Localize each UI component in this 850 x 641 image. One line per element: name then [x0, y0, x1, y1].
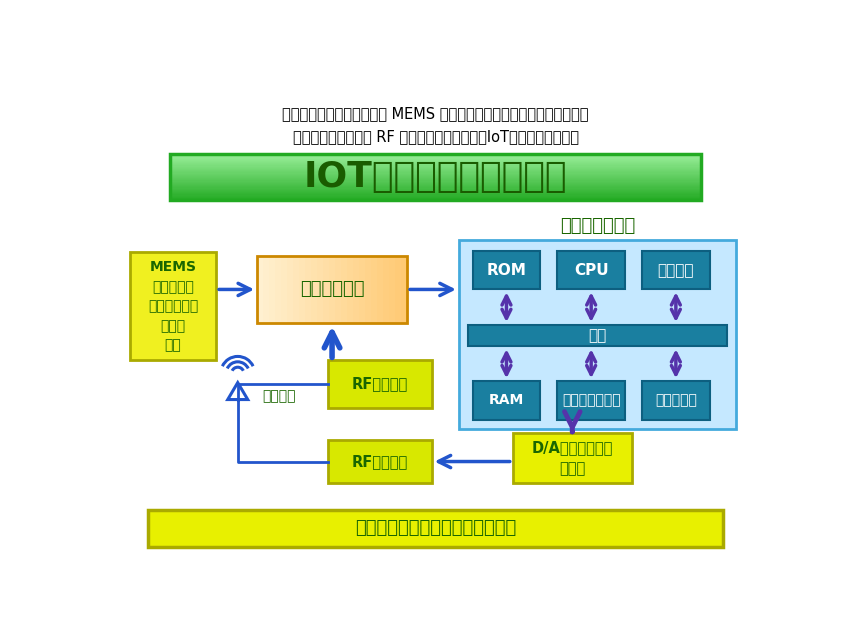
FancyBboxPatch shape [170, 162, 701, 164]
FancyBboxPatch shape [275, 256, 281, 323]
FancyBboxPatch shape [473, 251, 541, 290]
FancyBboxPatch shape [170, 187, 701, 188]
FancyBboxPatch shape [269, 256, 275, 323]
FancyBboxPatch shape [170, 181, 701, 183]
FancyBboxPatch shape [170, 175, 701, 176]
FancyBboxPatch shape [170, 165, 701, 167]
FancyBboxPatch shape [170, 168, 701, 170]
FancyBboxPatch shape [377, 256, 383, 323]
FancyBboxPatch shape [401, 256, 408, 323]
Text: 組込みシステム: 組込みシステム [559, 217, 635, 235]
FancyBboxPatch shape [170, 177, 701, 179]
FancyBboxPatch shape [513, 433, 632, 483]
FancyBboxPatch shape [170, 185, 701, 187]
FancyBboxPatch shape [170, 192, 701, 194]
FancyBboxPatch shape [170, 172, 701, 174]
FancyBboxPatch shape [170, 156, 701, 158]
FancyBboxPatch shape [170, 181, 701, 182]
FancyBboxPatch shape [170, 155, 701, 157]
Text: ROM: ROM [486, 263, 526, 278]
FancyBboxPatch shape [170, 161, 701, 163]
FancyBboxPatch shape [170, 197, 701, 199]
FancyBboxPatch shape [281, 256, 287, 323]
FancyBboxPatch shape [170, 191, 701, 193]
FancyBboxPatch shape [170, 171, 701, 173]
FancyBboxPatch shape [287, 256, 293, 323]
Text: 周辺回路: 周辺回路 [658, 263, 694, 278]
FancyBboxPatch shape [347, 256, 354, 323]
Text: RF送信回路: RF送信回路 [352, 454, 408, 469]
FancyBboxPatch shape [341, 256, 348, 323]
FancyBboxPatch shape [170, 187, 701, 189]
FancyBboxPatch shape [170, 163, 701, 165]
FancyBboxPatch shape [170, 158, 701, 160]
FancyBboxPatch shape [311, 256, 318, 323]
Text: インタフェース: インタフェース [562, 394, 620, 407]
FancyBboxPatch shape [389, 256, 396, 323]
Text: RF受信回路: RF受信回路 [352, 377, 408, 392]
FancyBboxPatch shape [305, 256, 312, 323]
FancyBboxPatch shape [328, 360, 432, 408]
FancyBboxPatch shape [459, 240, 736, 429]
FancyBboxPatch shape [642, 381, 710, 420]
FancyBboxPatch shape [359, 256, 366, 323]
FancyBboxPatch shape [170, 178, 701, 180]
FancyBboxPatch shape [170, 188, 701, 190]
FancyBboxPatch shape [468, 325, 727, 346]
FancyBboxPatch shape [170, 160, 701, 162]
FancyBboxPatch shape [170, 179, 701, 181]
Text: 入力にセンサー（図左上の MEMS センサーなど黄色い枠の中）をつけ、
送信機（真ん中下の RF 送信回路）をつけるとIoTデバイスになる。: 入力にセンサー（図左上の MEMS センサーなど黄色い枠の中）をつけ、 送信機（… [282, 106, 589, 145]
FancyBboxPatch shape [353, 256, 360, 323]
FancyBboxPatch shape [170, 167, 701, 169]
FancyBboxPatch shape [149, 510, 722, 547]
Text: センサーハブ: センサーハブ [300, 281, 365, 299]
FancyBboxPatch shape [170, 170, 701, 172]
FancyBboxPatch shape [642, 251, 710, 290]
FancyBboxPatch shape [473, 381, 541, 420]
FancyBboxPatch shape [328, 440, 432, 483]
FancyBboxPatch shape [395, 256, 402, 323]
FancyBboxPatch shape [170, 196, 701, 197]
Text: D/Aコンバータ、
アンプ: D/Aコンバータ、 アンプ [531, 440, 613, 476]
FancyBboxPatch shape [335, 256, 342, 323]
FancyBboxPatch shape [130, 253, 216, 360]
FancyBboxPatch shape [170, 199, 701, 201]
FancyBboxPatch shape [366, 256, 371, 323]
Text: バス: バス [588, 328, 606, 343]
FancyBboxPatch shape [170, 198, 701, 199]
FancyBboxPatch shape [558, 381, 625, 420]
FancyBboxPatch shape [170, 194, 701, 196]
FancyBboxPatch shape [170, 183, 701, 185]
FancyBboxPatch shape [170, 154, 701, 156]
Text: CPU: CPU [574, 263, 609, 278]
Text: RAM: RAM [489, 394, 524, 407]
FancyBboxPatch shape [170, 164, 701, 166]
FancyBboxPatch shape [383, 256, 390, 323]
FancyBboxPatch shape [371, 256, 377, 323]
Text: アンテナ: アンテナ [263, 390, 296, 403]
FancyBboxPatch shape [317, 256, 324, 323]
FancyBboxPatch shape [170, 193, 701, 195]
FancyBboxPatch shape [257, 256, 264, 323]
FancyBboxPatch shape [170, 190, 701, 192]
FancyBboxPatch shape [170, 176, 701, 178]
FancyBboxPatch shape [558, 251, 625, 290]
FancyBboxPatch shape [170, 184, 701, 186]
FancyBboxPatch shape [170, 174, 701, 176]
Text: MEMS
センサー、
光センサー、
アンプ
など: MEMS センサー、 光センサー、 アンプ など [148, 260, 198, 353]
FancyBboxPatch shape [329, 256, 336, 323]
FancyBboxPatch shape [293, 256, 300, 323]
FancyBboxPatch shape [263, 256, 269, 323]
FancyBboxPatch shape [323, 256, 330, 323]
Text: ストレージ: ストレージ [655, 394, 697, 407]
Text: IOTセンサーの基本回路: IOTセンサーの基本回路 [303, 160, 568, 194]
FancyBboxPatch shape [170, 169, 701, 171]
FancyBboxPatch shape [299, 256, 306, 323]
Text: パワーマネジメント（電源回路）: パワーマネジメント（電源回路） [355, 519, 516, 537]
FancyBboxPatch shape [170, 158, 701, 159]
